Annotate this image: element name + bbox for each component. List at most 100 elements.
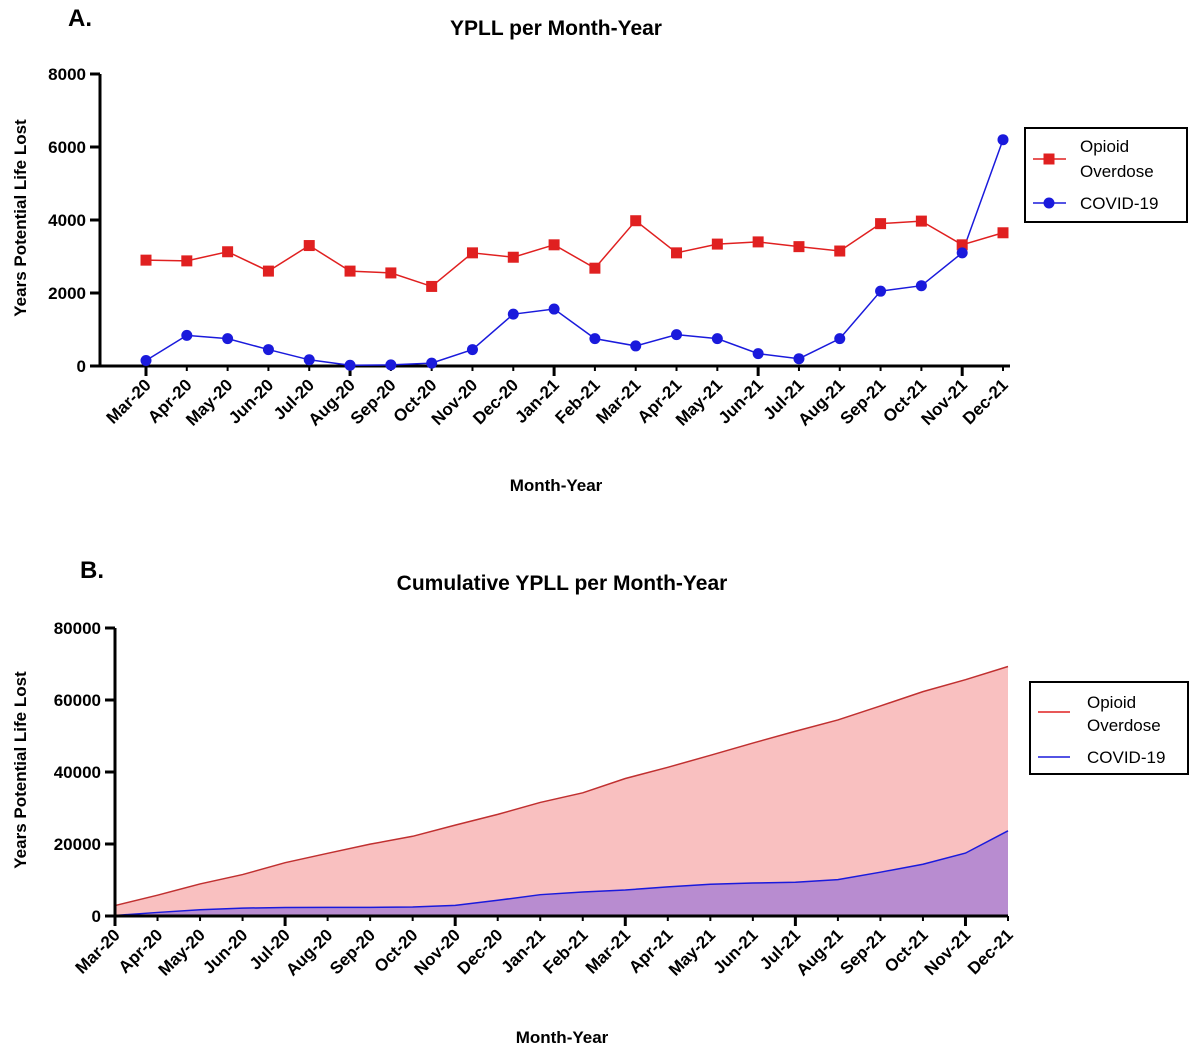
- legend-opioid-label-line2: Overdose: [1080, 162, 1154, 181]
- opioid-point: [507, 251, 519, 263]
- y-tick-label: 6000: [48, 138, 86, 157]
- x-tick-label: Feb-21: [552, 375, 604, 427]
- covid-area: [115, 830, 1008, 916]
- y-tick-label: 20000: [54, 835, 101, 854]
- opioid-point: [589, 262, 601, 274]
- opioid-series-line: [145, 219, 1004, 288]
- y-tick-label: 0: [92, 907, 101, 926]
- legend-b-opioid-label: Opioid: [1087, 693, 1136, 712]
- x-tick-label: Jun-21: [710, 925, 762, 977]
- opioid-point: [956, 239, 968, 251]
- x-tick-label: Jun-20: [225, 375, 277, 427]
- opioid-point: [997, 227, 1009, 239]
- x-tick-label: Dec-21: [964, 925, 1017, 978]
- chart-a-xlabel: Month-Year: [510, 476, 603, 495]
- chart-a-title: YPLL per Month-Year: [450, 17, 662, 40]
- covid-point: [793, 353, 805, 365]
- x-tick-label: Sep-21: [836, 925, 889, 978]
- chart-b-legend-box: [1029, 681, 1189, 775]
- x-tick-label: Sep-21: [837, 375, 890, 428]
- x-tick-label: May-20: [155, 925, 209, 979]
- opioid-point: [426, 280, 438, 292]
- chart-b-xlabel: Month-Year: [516, 1028, 609, 1047]
- opioid-point: [140, 254, 152, 266]
- x-tick-label: Aug-20: [282, 925, 336, 979]
- opioid-point: [548, 239, 560, 251]
- y-tick-label: 8000: [48, 65, 86, 84]
- covid-point: [548, 303, 560, 315]
- covid-point: [671, 329, 683, 341]
- x-tick-label: Mar-21: [582, 925, 634, 977]
- x-tick-label: Aug-20: [305, 375, 359, 429]
- x-tick-label: May-21: [672, 375, 726, 429]
- legend-opioid-label: Opioid: [1080, 137, 1129, 156]
- x-tick-label: Sep-20: [326, 925, 379, 978]
- covid-point: [222, 333, 234, 345]
- y-tick-label: 80000: [54, 619, 101, 638]
- covid-point: [385, 359, 397, 371]
- x-tick-label: Jun-20: [199, 925, 251, 977]
- opioid-point: [671, 247, 683, 259]
- y-tick-label: 2000: [48, 284, 86, 303]
- covid-point: [426, 357, 438, 369]
- x-tick-label: Dec-21: [959, 375, 1012, 428]
- covid-series-line: [114, 830, 1009, 917]
- opioid-point: [466, 247, 478, 259]
- covid-point: [956, 247, 968, 259]
- legend-covid-circle-marker: [1043, 197, 1055, 209]
- x-tick-label: Aug-21: [794, 375, 848, 429]
- opioid-point: [875, 218, 887, 230]
- covid-point: [181, 329, 193, 341]
- opioid-area: [115, 666, 1008, 916]
- x-tick-label: Nov-21: [921, 925, 975, 979]
- covid-point: [711, 333, 723, 345]
- opioid-point: [915, 215, 927, 227]
- y-tick-label: 4000: [48, 211, 86, 230]
- legend-opioid-square-marker: [1043, 153, 1055, 165]
- covid-point: [997, 134, 1009, 146]
- covid-point: [262, 344, 274, 356]
- covid-point: [875, 285, 887, 297]
- covid-point: [589, 333, 601, 345]
- covid-point: [834, 333, 846, 345]
- opioid-point: [385, 267, 397, 279]
- x-tick-label: May-21: [665, 925, 719, 979]
- panel-b-label: B.: [80, 557, 104, 584]
- opioid-point: [834, 245, 846, 257]
- x-tick-label: Feb-21: [539, 925, 591, 977]
- covid-series-line: [145, 139, 1004, 367]
- opioid-point: [222, 246, 234, 258]
- y-tick-label: 60000: [54, 691, 101, 710]
- x-tick-label: Mar-20: [103, 375, 155, 427]
- chart-b-ylabel: Years Potential Life Lost: [11, 671, 30, 869]
- x-tick-label: Jan-21: [498, 925, 550, 977]
- x-tick-label: Dec-20: [469, 375, 522, 428]
- opioid-point: [262, 265, 274, 277]
- opioid-point: [752, 236, 764, 248]
- x-tick-label: Mar-21: [592, 375, 644, 427]
- y-tick-label: 0: [77, 357, 86, 376]
- x-tick-label: Nov-21: [917, 375, 971, 429]
- x-tick-label: Nov-20: [428, 375, 482, 429]
- opioid-point: [793, 241, 805, 253]
- covid-point: [303, 354, 315, 366]
- covid-point: [630, 340, 642, 352]
- covid-point: [915, 280, 927, 292]
- x-tick-label: Jun-21: [715, 375, 767, 427]
- chart-b: 020000400006000080000Mar-20Apr-20May-20J…: [54, 619, 1017, 980]
- x-tick-label: Aug-21: [793, 925, 847, 979]
- chart-b-title: Cumulative YPLL per Month-Year: [397, 572, 728, 595]
- covid-point: [507, 308, 519, 320]
- x-tick-label: Mar-20: [72, 925, 124, 977]
- chart-b-areas: [114, 665, 1009, 917]
- chart-a-legend: Opioid Overdose COVID-19: [1024, 127, 1188, 223]
- opioid-point: [711, 238, 723, 250]
- x-tick-label: Nov-20: [410, 925, 464, 979]
- x-tick-label: Dec-20: [454, 925, 507, 978]
- legend-b-covid-label: COVID-19: [1087, 748, 1165, 767]
- opioid-series-line: [114, 665, 1009, 907]
- chart-a: 02000400060008000Mar-20Apr-20May-20Jun-2…: [48, 65, 1012, 430]
- covid-point: [140, 355, 152, 367]
- opioid-point: [630, 215, 642, 227]
